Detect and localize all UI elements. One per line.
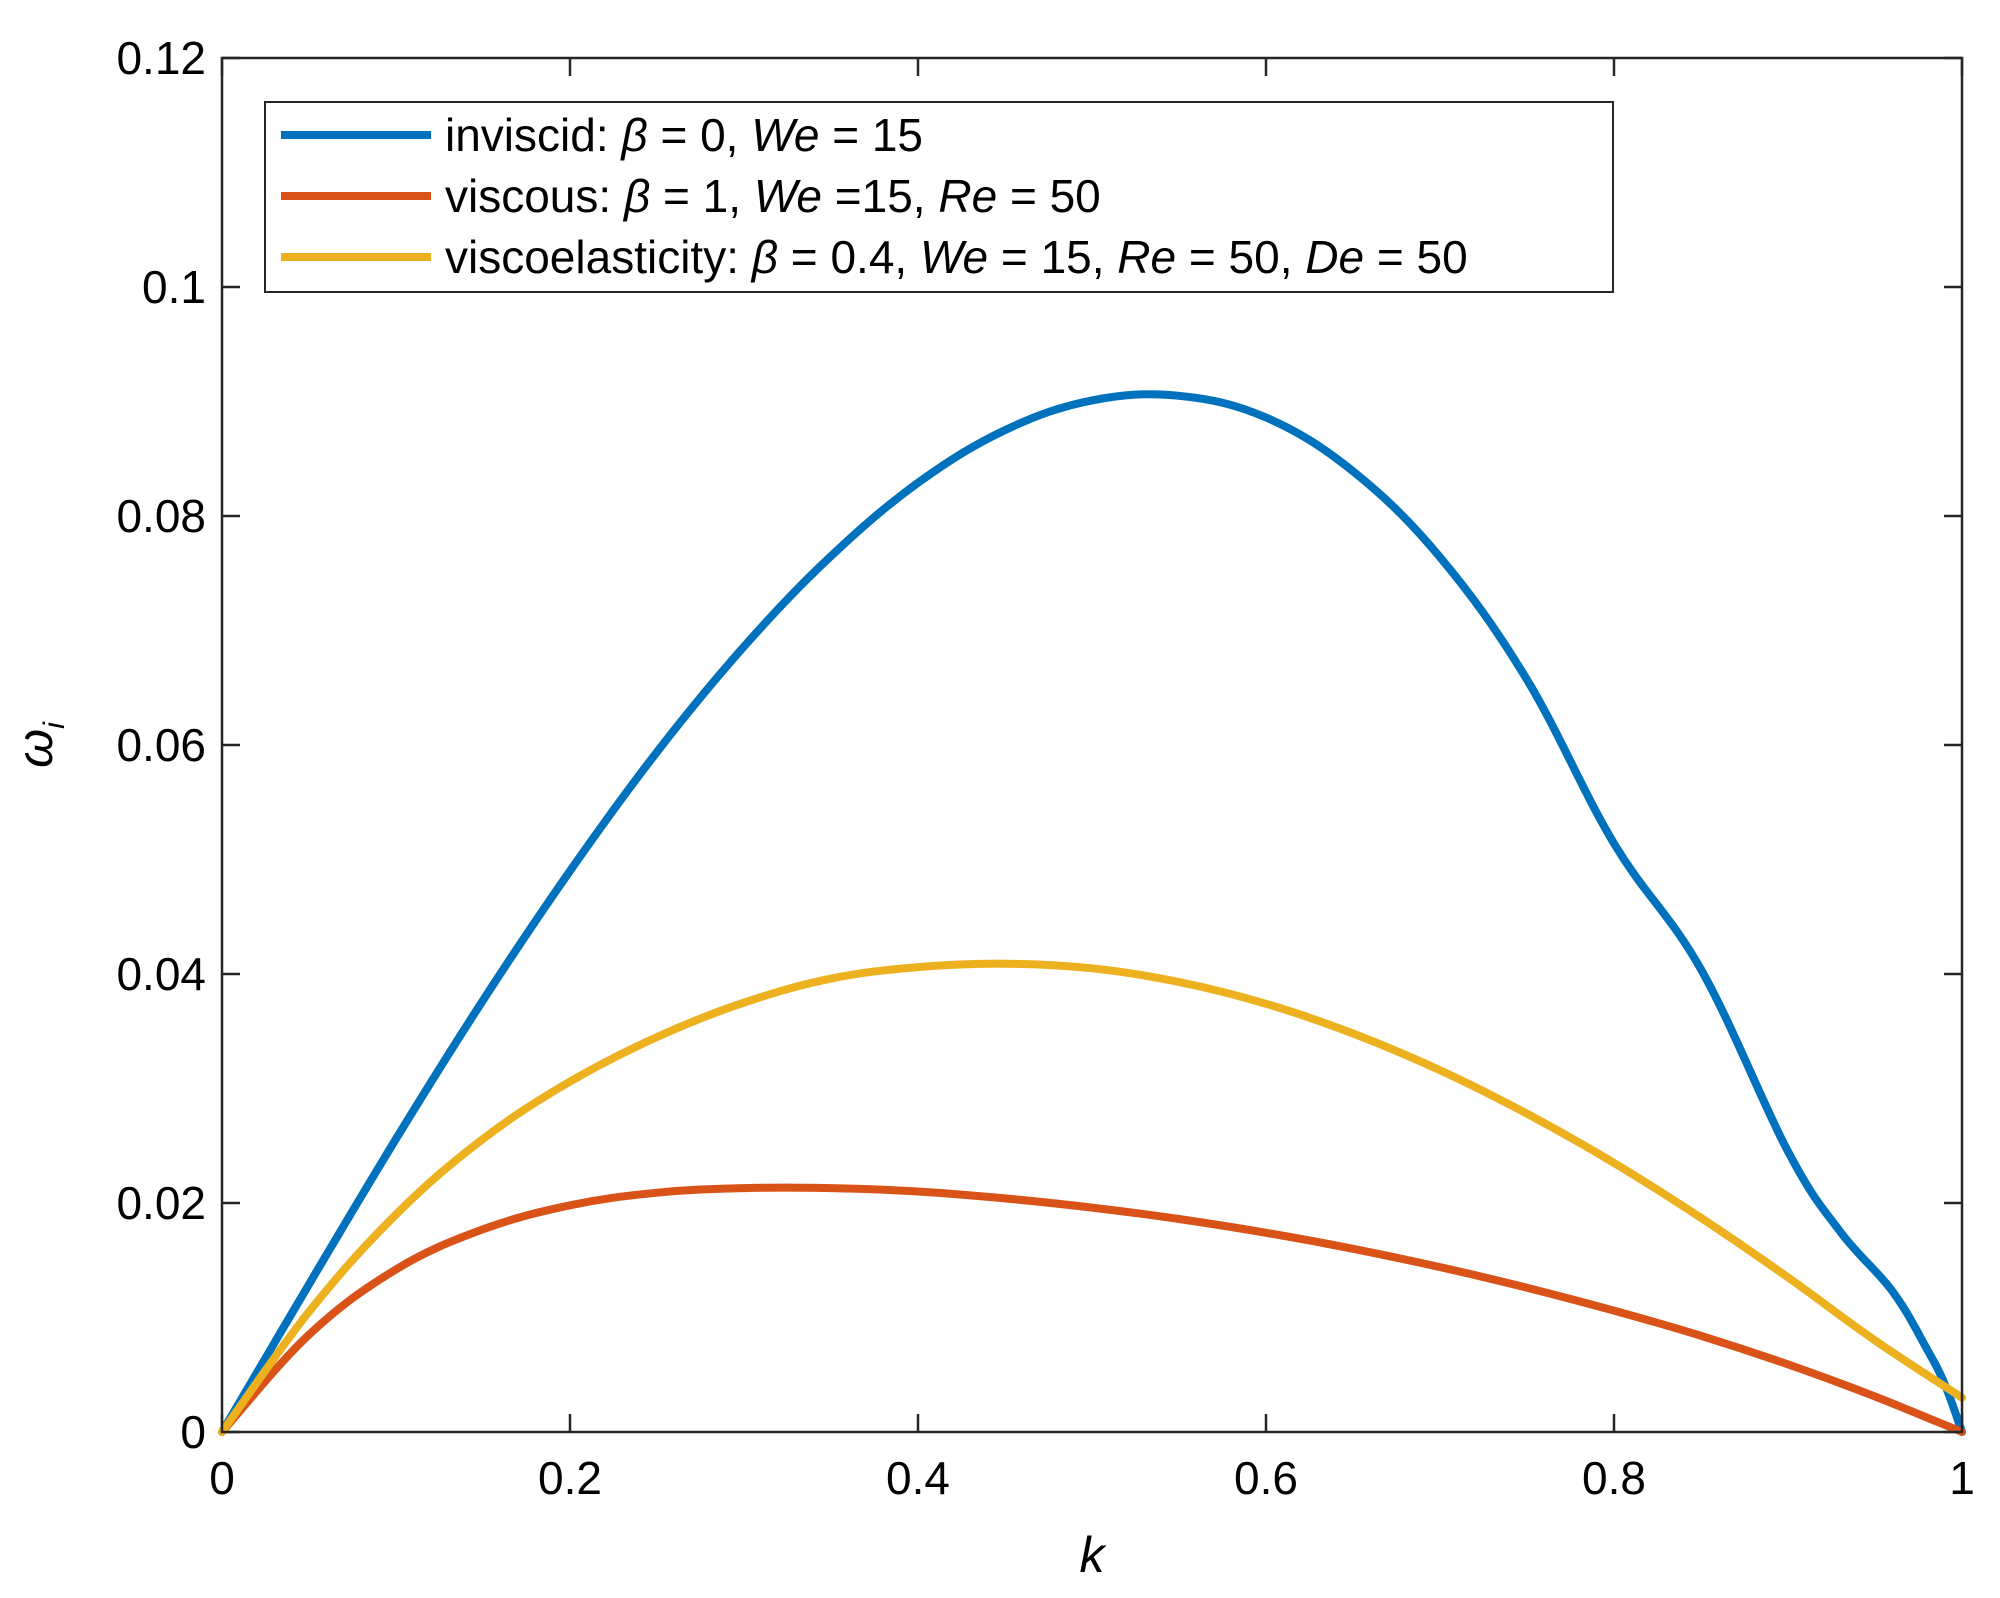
x-tick-label: 0.8 xyxy=(1582,1452,1646,1504)
legend-label: viscoelasticity: β = 0.4, We = 15, Re = … xyxy=(445,231,1468,283)
tick-labels: 0 0.2 0.4 0.6 0.8 1 0 0.02 0.04 0.06 0.08 0.1 0.12 xyxy=(116,32,1974,1504)
legend-item-2: viscous: β = 1, We =15, Re = 50 xyxy=(281,170,1101,222)
series-line-2 xyxy=(218,1183,1966,1436)
legend-item-3: viscoelasticity: β = 0.4, We = 15, Re = … xyxy=(281,231,1468,283)
x-tick-label: 0.4 xyxy=(886,1452,950,1504)
series-line-3 xyxy=(218,959,1966,1436)
plot-frame xyxy=(220,56,1964,1434)
y-axis-label: ωi xyxy=(7,721,71,768)
legend-item-1: inviscid: β = 0, We = 15 xyxy=(281,109,923,161)
y-tick-label: 0 xyxy=(180,1406,206,1458)
legend-label: inviscid: β = 0, We = 15 xyxy=(445,109,923,161)
series-line-1 xyxy=(218,390,1966,1436)
y-tick-label: 0.12 xyxy=(116,32,206,84)
y-axis-label-text: ωi xyxy=(7,721,71,768)
x-axis-label: k xyxy=(1080,1527,1108,1583)
x-tick-label: 0 xyxy=(209,1452,235,1504)
legend-box xyxy=(264,101,1614,293)
y-tick-label: 0.08 xyxy=(116,490,206,542)
y-tick-label: 0.06 xyxy=(116,719,206,771)
y-tick-label: 0.04 xyxy=(116,948,206,1000)
y-tick-label: 0.1 xyxy=(142,261,206,313)
x-tick-label: 0.2 xyxy=(538,1452,602,1504)
x-tick-label: 0.6 xyxy=(1234,1452,1298,1504)
legend-label: viscous: β = 1, We =15, Re = 50 xyxy=(445,170,1101,222)
y-tick-label: 0.02 xyxy=(116,1177,206,1229)
x-tick-label: 1 xyxy=(1949,1452,1975,1504)
series-layer xyxy=(218,390,1966,1436)
legend: inviscid: β = 0, We = 15 viscous: β = 1, … xyxy=(264,101,1614,293)
